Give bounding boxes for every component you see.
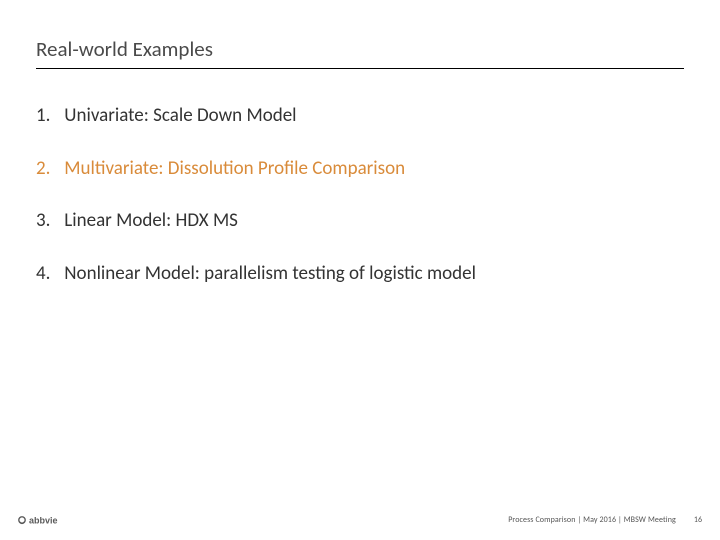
list-text: Multivariate: Dissolution Profile Compar… xyxy=(64,157,405,180)
list-item: 1. Univariate: Scale Down Model xyxy=(36,104,684,129)
slide-title: Real-world Examples xyxy=(36,36,684,68)
content-list: 1. Univariate: Scale Down Model 2. Multi… xyxy=(36,104,684,315)
title-block: Real-world Examples xyxy=(36,36,684,69)
list-num: 3. xyxy=(36,209,60,234)
abbvie-logo: abbvie xyxy=(18,513,78,527)
list-num: 2. xyxy=(36,157,60,182)
list-num: 1. xyxy=(36,104,60,129)
page-number: 16 xyxy=(694,515,702,525)
list-text: Nonlinear Model: parallelism testing of … xyxy=(64,262,476,285)
list-item: 3. Linear Model: HDX MS xyxy=(36,209,684,234)
list-num: 4. xyxy=(36,262,60,287)
svg-text:abbvie: abbvie xyxy=(29,516,58,526)
footer: abbvie Process Comparison | May 2016 | M… xyxy=(0,510,720,530)
footer-text: Process Comparison | May 2016 | MBSW Mee… xyxy=(508,515,676,525)
footer-right: Process Comparison | May 2016 | MBSW Mee… xyxy=(508,515,702,525)
list-item: 2. Multivariate: Dissolution Profile Com… xyxy=(36,157,684,182)
list-text: Univariate: Scale Down Model xyxy=(64,104,296,127)
title-underline xyxy=(36,68,684,69)
list-text: Linear Model: HDX MS xyxy=(64,209,238,232)
slide: Real-world Examples 1. Univariate: Scale… xyxy=(0,0,720,540)
list-item: 4. Nonlinear Model: parallelism testing … xyxy=(36,262,684,287)
